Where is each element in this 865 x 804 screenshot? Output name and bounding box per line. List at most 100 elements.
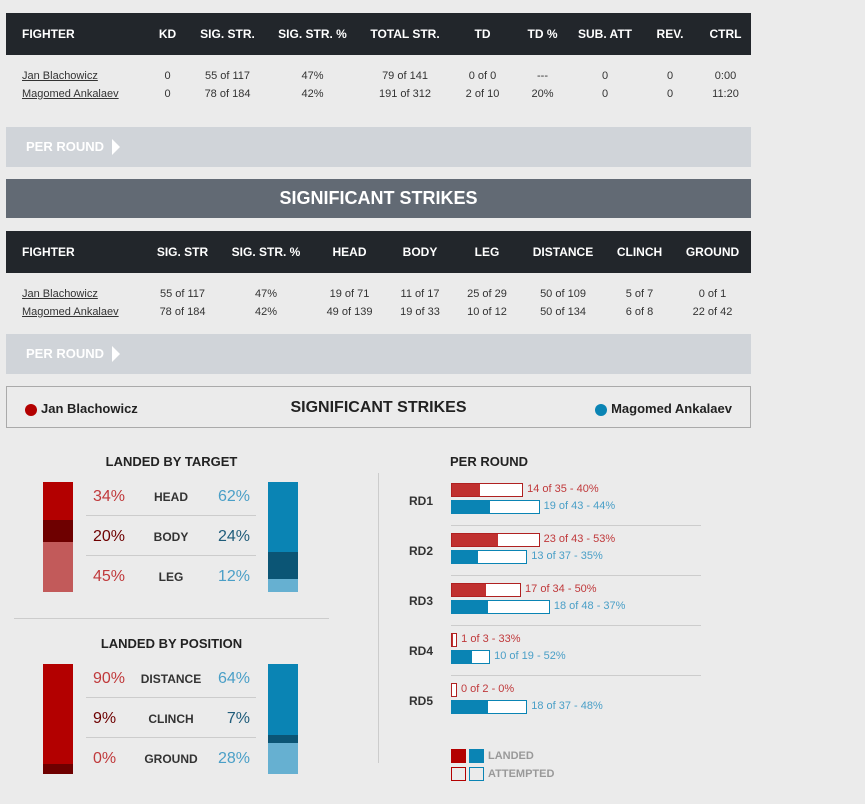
- blue-attempted-bar: [451, 500, 540, 514]
- red-landed-fill: [452, 484, 481, 496]
- cell: 0: [666, 70, 674, 82]
- totals-table: FIGHTER KD SIG. STR. SIG. STR. % TOTAL STR. T…: [6, 13, 751, 103]
- blue-dot-icon: [595, 403, 608, 416]
- stat-label: CLINCH: [148, 712, 194, 726]
- col-header: SIG. STR. %: [265, 13, 360, 55]
- blue-stacked-bar: [268, 482, 298, 592]
- target-title: LANDED BY TARGET: [105, 454, 238, 469]
- totals-per-round-toggle[interactable]: PER ROUND: [6, 127, 751, 167]
- fighter-link[interactable]: Magomed Ankalaev: [22, 306, 119, 318]
- cell: 78 of 184: [159, 306, 206, 318]
- cell: 11:20: [712, 88, 739, 100]
- cell: 5 of 7: [625, 288, 654, 300]
- col-header: FIGHTER: [6, 231, 145, 273]
- red-percent: 20%: [93, 528, 126, 545]
- blue-landed-fill: [452, 501, 491, 513]
- stat-row: 45% LEG 12%: [86, 557, 256, 597]
- sig-per-round-toggle[interactable]: PER ROUND: [6, 334, 751, 374]
- red-percent: 90%: [93, 670, 126, 687]
- legend-red-attempted-swatch: [451, 767, 466, 781]
- blue-attempted-bar: [451, 550, 528, 564]
- round-separator: [451, 675, 701, 676]
- bar-segment: [43, 764, 73, 774]
- cell: 55 of 117: [204, 70, 251, 82]
- legend-red-landed-swatch: [451, 749, 466, 763]
- red-round-stat: 23 of 43 - 53%: [543, 533, 616, 545]
- blue-round-stat: 18 of 37 - 48%: [531, 700, 603, 712]
- red-percent: 34%: [93, 488, 126, 505]
- red-stacked-bar: [43, 664, 73, 774]
- chevron-right-icon: [112, 345, 121, 362]
- red-landed-fill: [452, 584, 487, 596]
- col-header: HEAD: [312, 231, 387, 273]
- cell: 0: [601, 88, 609, 100]
- round-separator: [451, 625, 701, 626]
- cell: 42%: [301, 88, 324, 100]
- blue-landed-fill: [452, 701, 489, 713]
- per-round-title: PER ROUND: [450, 454, 529, 469]
- stat-label: BODY: [153, 530, 189, 544]
- bar-segment: [43, 519, 73, 542]
- col-header: KD: [145, 13, 190, 55]
- bar-segment: [268, 482, 298, 552]
- col-header: REV.: [640, 13, 700, 55]
- blue-round-stat: 10 of 19 - 52%: [494, 650, 566, 662]
- cell: 49 of 139: [326, 306, 373, 318]
- bar-segment: [268, 742, 298, 774]
- round-row: RD3 17 of 34 - 50% 18 of 48 - 37%: [390, 576, 710, 626]
- stat-label: DISTANCE: [140, 672, 202, 686]
- cell: 191 of 312: [379, 88, 431, 100]
- cell: 2 of 10: [465, 88, 500, 100]
- sig-header: FIGHTER SIG. STR SIG. STR. % HEAD BODY LEG DIS…: [6, 231, 751, 273]
- chevron-right-icon: [112, 138, 121, 155]
- stat-row: 9% CLINCH 7%: [86, 699, 256, 739]
- round-row: RD2 23 of 43 - 53% 13 of 37 - 35%: [390, 526, 710, 576]
- col-header: TD %: [515, 13, 570, 55]
- fighter-link[interactable]: Jan Blachowicz: [22, 70, 98, 82]
- col-header: FIGHTER: [6, 13, 145, 55]
- cell: 19 of 33: [400, 306, 440, 318]
- legend-title: SIGNIFICANT STRIKES: [290, 399, 467, 416]
- blue-round-stat: 13 of 37 - 35%: [531, 550, 603, 562]
- blue-percent: 64%: [217, 670, 250, 687]
- significant-strikes-table: FIGHTER SIG. STR SIG. STR. % HEAD BODY LEG DIS…: [6, 231, 751, 321]
- row-separator: [86, 737, 256, 738]
- bar-segment: [268, 578, 298, 592]
- bar-segment: [268, 735, 298, 743]
- cell: 42%: [254, 306, 278, 318]
- legend-blue-attempted-swatch: [469, 767, 484, 781]
- row-separator: [86, 697, 256, 698]
- fighter-link[interactable]: Jan Blachowicz: [22, 288, 98, 300]
- blue-attempted-bar: [451, 600, 550, 614]
- red-percent: 9%: [93, 710, 117, 727]
- bar-segment: [43, 482, 73, 520]
- bar-segment: [43, 541, 73, 592]
- stat-label: HEAD: [153, 490, 188, 504]
- red-landed-fill: [452, 534, 499, 546]
- legend-attempted: ATTEMPTED: [488, 768, 555, 780]
- cell: ---: [537, 70, 548, 82]
- blue-attempted-bar: [451, 700, 528, 714]
- col-header: SIG. STR: [145, 231, 220, 273]
- red-attempted-bar: [451, 633, 458, 647]
- divider: [378, 473, 379, 763]
- red-attempted-bar: [451, 583, 522, 597]
- table-row: Jan Blachowicz 55 of 117 47% 19 of 71 11 of …: [6, 285, 751, 303]
- col-header: TOTAL STR.: [360, 13, 450, 55]
- fighter-link[interactable]: Magomed Ankalaev: [22, 88, 119, 100]
- red-round-stat: 0 of 2 - 0%: [461, 683, 515, 695]
- per-round-label: PER ROUND: [26, 346, 105, 361]
- cell: 50 of 134: [540, 306, 586, 318]
- red-round-stat: 14 of 35 - 40%: [527, 483, 599, 495]
- cell: 0:00: [714, 70, 737, 82]
- col-header: LEG: [453, 231, 521, 273]
- round-row: RD1 14 of 35 - 40% 19 of 43 - 44%: [390, 476, 710, 526]
- cell: 19 of 71: [329, 288, 370, 300]
- red-percent: 45%: [93, 568, 126, 585]
- per-round-label: PER ROUND: [26, 139, 105, 154]
- round-row: RD5 0 of 2 - 0% 18 of 37 - 48%: [390, 676, 710, 726]
- red-stacked-bar: [43, 482, 73, 592]
- blue-percent: 24%: [217, 528, 250, 545]
- cell: 0 of 1: [698, 288, 727, 300]
- blue-percent: 7%: [226, 710, 250, 727]
